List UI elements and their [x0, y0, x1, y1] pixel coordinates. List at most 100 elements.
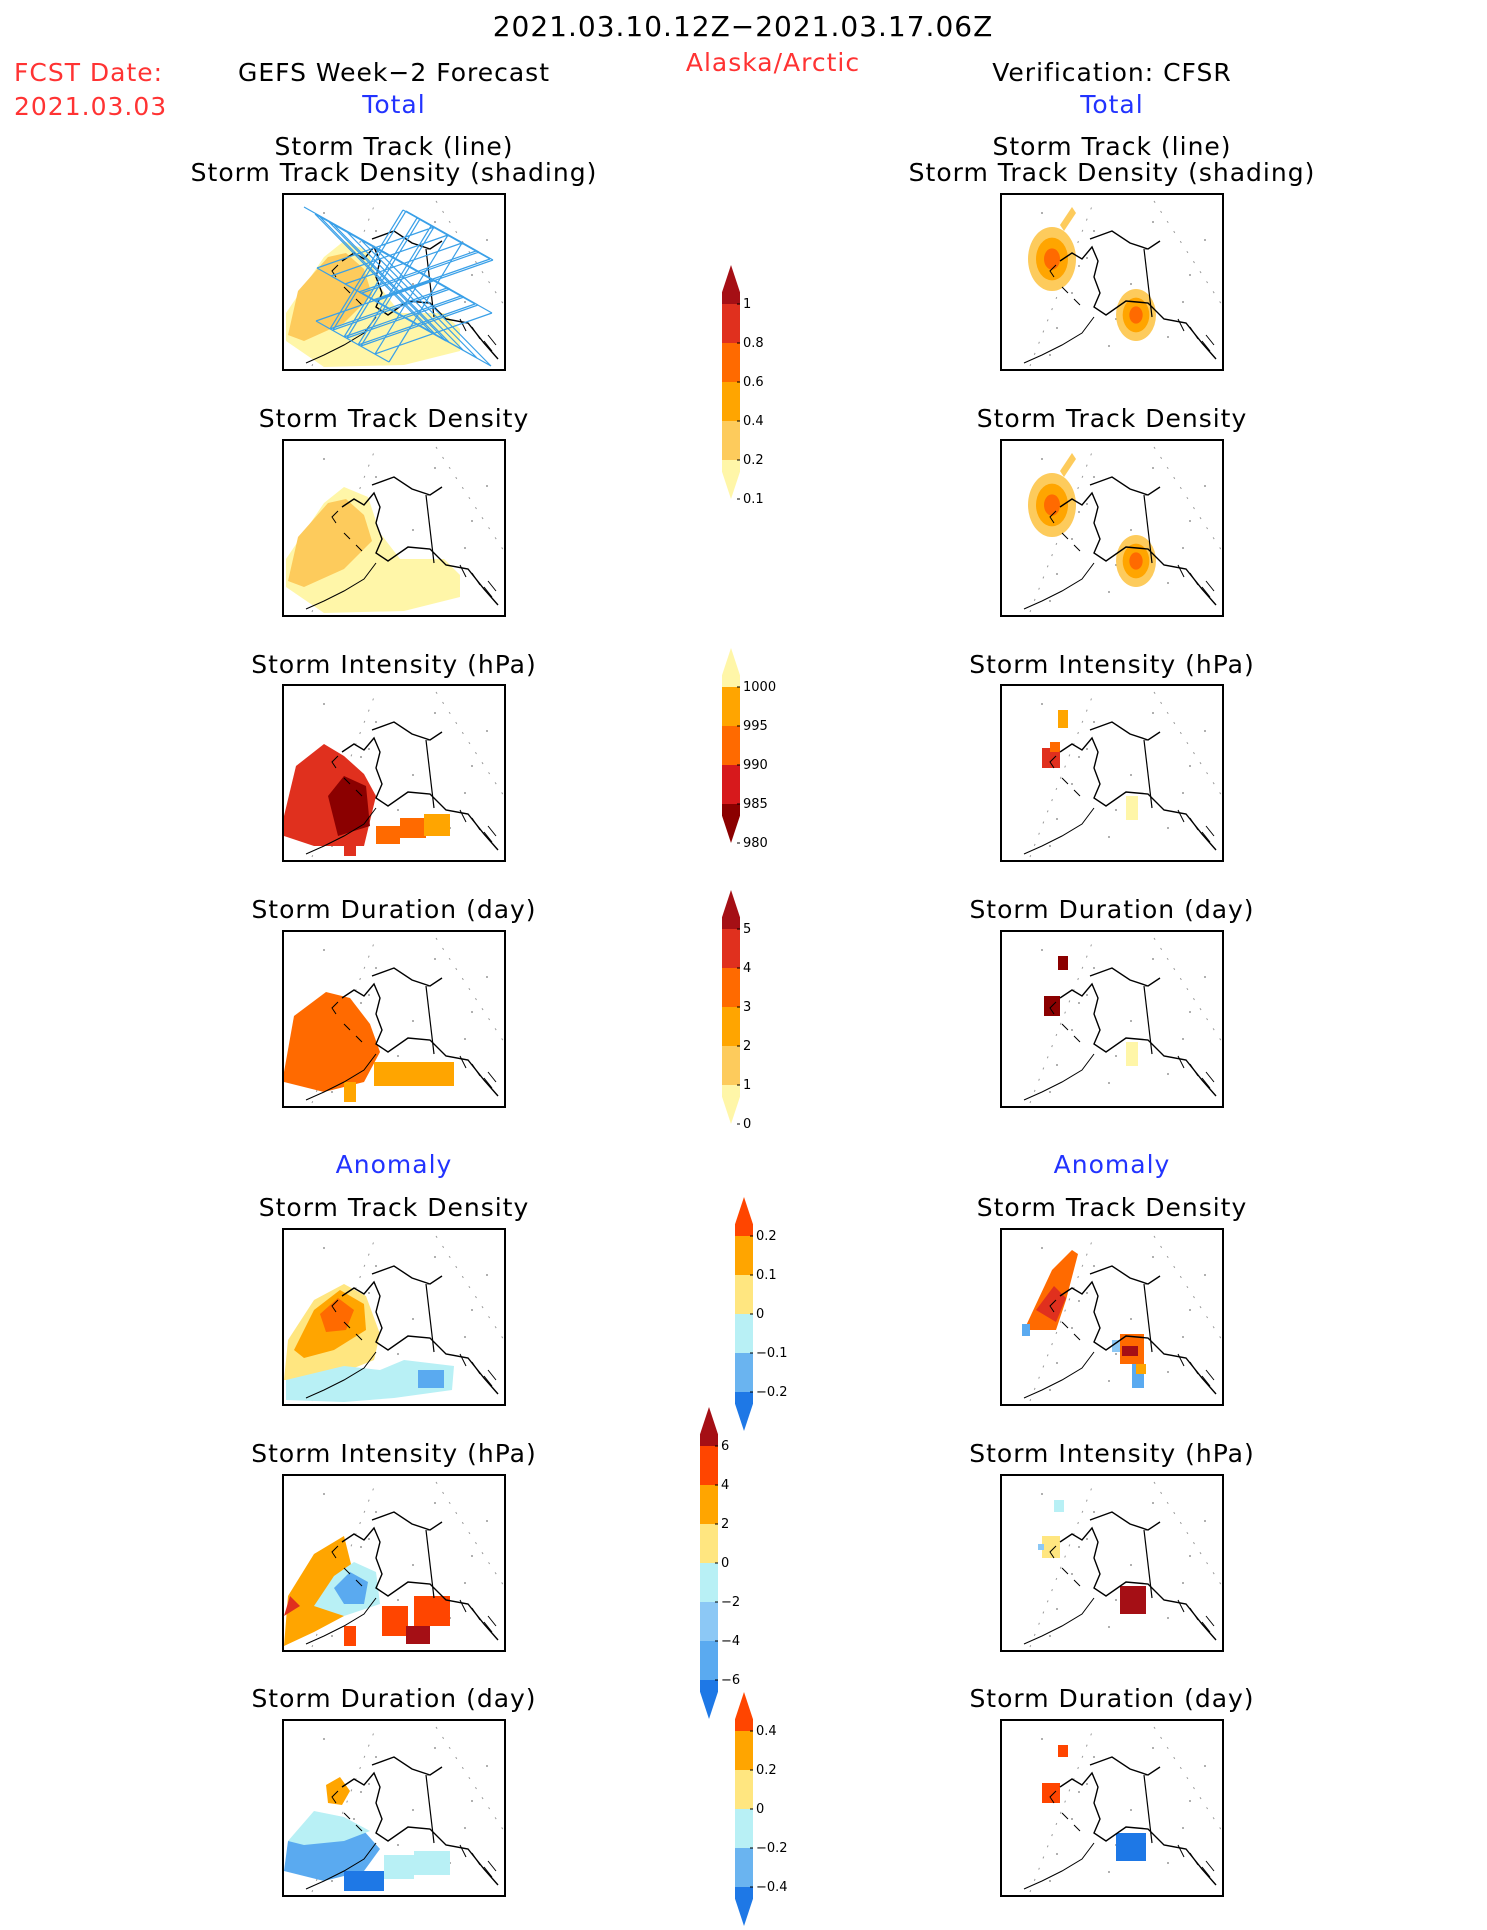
- graticule-dot: [1108, 1871, 1110, 1873]
- canada-border: [1143, 1283, 1153, 1353]
- alaska-coastline: [1059, 982, 1217, 1097]
- left-total-label: Total: [362, 90, 426, 119]
- aleutian-chain: [305, 807, 377, 855]
- graticule-dot: [412, 283, 414, 285]
- graticule-dot: [360, 1791, 362, 1793]
- region-title: Alaska/Arctic: [685, 48, 861, 77]
- graticule-dot: [412, 774, 414, 776]
- colorbar-tick-label: 995: [743, 719, 768, 734]
- graticule-dot: [1056, 1853, 1058, 1855]
- graticule-dot: [1152, 1256, 1154, 1258]
- colorbar-tick-label: 1000: [743, 680, 776, 695]
- graticule-dot: [1167, 1371, 1169, 1373]
- grid-cell: [376, 826, 400, 844]
- graticule-dot: [471, 520, 473, 522]
- grid-cell: [1050, 742, 1060, 752]
- graticule-dot: [1056, 327, 1058, 329]
- graticule-dot: [1056, 1608, 1058, 1610]
- colorbar-segment: [722, 687, 740, 726]
- grid-cell: [1116, 1833, 1146, 1861]
- map-verif-density-total: [1000, 439, 1224, 617]
- grid-cell: [344, 1871, 384, 1891]
- graticule-dot: [1130, 283, 1132, 285]
- grid-cell: [414, 1596, 450, 1626]
- colorbar-tick-label: 5: [743, 922, 751, 937]
- density-streak: [1060, 453, 1076, 477]
- right-anom-duration-title: Storm Duration (day): [969, 1684, 1255, 1713]
- arctic-coastline: [1089, 1511, 1161, 1531]
- colorbar-duration-anomaly: 0.4 0.2 0 −0.2 −0.4: [735, 1692, 805, 1930]
- map-svg: [286, 446, 504, 613]
- graticule-dot: [1086, 1292, 1088, 1294]
- grid-cell: [1136, 1364, 1146, 1374]
- graticule-dot: [1041, 949, 1043, 951]
- panhandle-islands: [1177, 1055, 1215, 1089]
- graticule-dot: [323, 212, 325, 214]
- graticule-dot: [323, 1493, 325, 1495]
- alaska-coastline: [1059, 1771, 1217, 1886]
- colorbar-svg: 1000 995 990 985 980: [722, 648, 776, 851]
- graticule-dot: [1041, 458, 1043, 460]
- chukotka-coast: [1049, 264, 1057, 278]
- graticule-dot: [1049, 600, 1051, 602]
- graticule-dot: [1093, 721, 1095, 723]
- arctic-coastline: [371, 1756, 443, 1776]
- graticule-dot: [397, 809, 399, 811]
- graticule-dot: [464, 792, 466, 794]
- graticule-dot: [471, 1309, 473, 1311]
- graticule-dot: [360, 1546, 362, 1548]
- graticule-dot: [471, 765, 473, 767]
- colorbar-tick-label: −4: [721, 1634, 740, 1649]
- graticule-dot: [1182, 547, 1184, 549]
- nunivak-island: [343, 777, 363, 797]
- graticule-dot: [434, 1256, 436, 1258]
- colorbar-intensity-total: 1000 995 990 985 980: [722, 648, 792, 851]
- chukotka-coast: [1049, 1790, 1057, 1804]
- graticule-dot: [434, 1747, 436, 1749]
- graticule-dot: [1152, 467, 1154, 469]
- right-anom-density-title: Storm Track Density: [976, 1193, 1248, 1222]
- panhandle-islands: [459, 1844, 497, 1878]
- anom-strong-positive: [284, 1596, 300, 1616]
- colorbar-segment: [722, 765, 740, 804]
- right-anom-intensity-title: Storm Intensity (hPa): [969, 1439, 1255, 1468]
- alaska-coastline: [341, 1526, 499, 1641]
- aleutian-chain: [1023, 1053, 1095, 1101]
- graticule-dot: [1108, 836, 1110, 838]
- graticule-dot: [471, 1011, 473, 1013]
- graticule-dot: [1182, 1582, 1184, 1584]
- graticule-dot: [434, 958, 436, 960]
- graticule-dot: [1093, 1265, 1095, 1267]
- density-contour: [1129, 306, 1143, 324]
- right-duration-title: Storm Duration (day): [969, 895, 1255, 924]
- panhandle-islands: [1177, 1599, 1215, 1633]
- graticule-dot: [1078, 1791, 1080, 1793]
- arctic-coastline: [1089, 476, 1161, 496]
- right-column-title: Verification: CFSR: [992, 58, 1232, 87]
- graticule-dot: [1204, 239, 1206, 241]
- left-duration-title: Storm Duration (day): [251, 895, 537, 924]
- graticule-dot: [323, 703, 325, 705]
- panhandle-islands: [459, 1055, 497, 1089]
- colorbar-segment: [722, 726, 740, 765]
- chukotka-coast: [331, 1299, 339, 1313]
- colorbar-segment: [700, 1485, 718, 1524]
- grid-cell: [1126, 1042, 1138, 1066]
- colorbar-segment: [722, 304, 740, 343]
- graticule-dot: [1189, 274, 1191, 276]
- nunivak-island: [343, 532, 363, 552]
- graticule-dot: [464, 301, 466, 303]
- chukotka-coast: [331, 1790, 339, 1804]
- graticule-dot: [434, 712, 436, 714]
- nunivak-island: [1061, 1812, 1081, 1832]
- colorbar-arrow-bottom: [722, 1085, 740, 1124]
- density-contour: [1044, 494, 1060, 516]
- colorbar-tick-label: 1: [743, 1078, 751, 1093]
- anom-positive: [284, 1536, 354, 1646]
- colorbar-arrow-top: [735, 1197, 753, 1236]
- graticule-dot: [434, 1502, 436, 1504]
- alaska-coastline: [341, 491, 499, 606]
- colorbar-svg: 1 0.8 0.6 0.4 0.2 0.1: [722, 265, 764, 507]
- graticule-dot: [368, 1783, 370, 1785]
- colorbar-tick-label: −0.2: [756, 1841, 788, 1856]
